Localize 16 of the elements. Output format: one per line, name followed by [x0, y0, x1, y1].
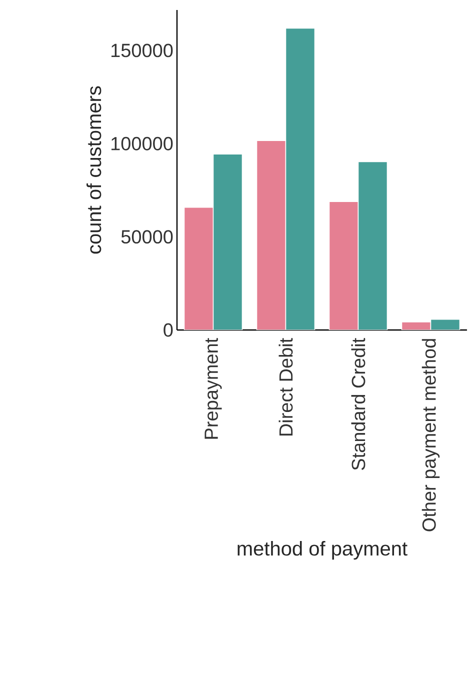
y-tick-label: 0: [164, 323, 173, 337]
bar: [328, 201, 359, 330]
x-tick-label: Prepayment: [204, 338, 222, 439]
y-tick-label: 100000: [112, 136, 173, 150]
x-tick-label: Other payment method: [422, 339, 440, 532]
bar: [212, 154, 243, 330]
bar: [184, 206, 214, 330]
x-tick-label: Standard Credit: [351, 338, 366, 470]
bar: [358, 161, 388, 330]
bar: [285, 28, 316, 330]
x-tick-label: Direct Debit: [278, 338, 293, 436]
y-axis-title: count of customers: [86, 86, 102, 254]
y-tick-label: 150000: [112, 44, 173, 58]
x-axis-title: method of payment: [238, 540, 408, 560]
y-tick-label: 50000: [121, 230, 173, 244]
bar: [256, 140, 286, 330]
